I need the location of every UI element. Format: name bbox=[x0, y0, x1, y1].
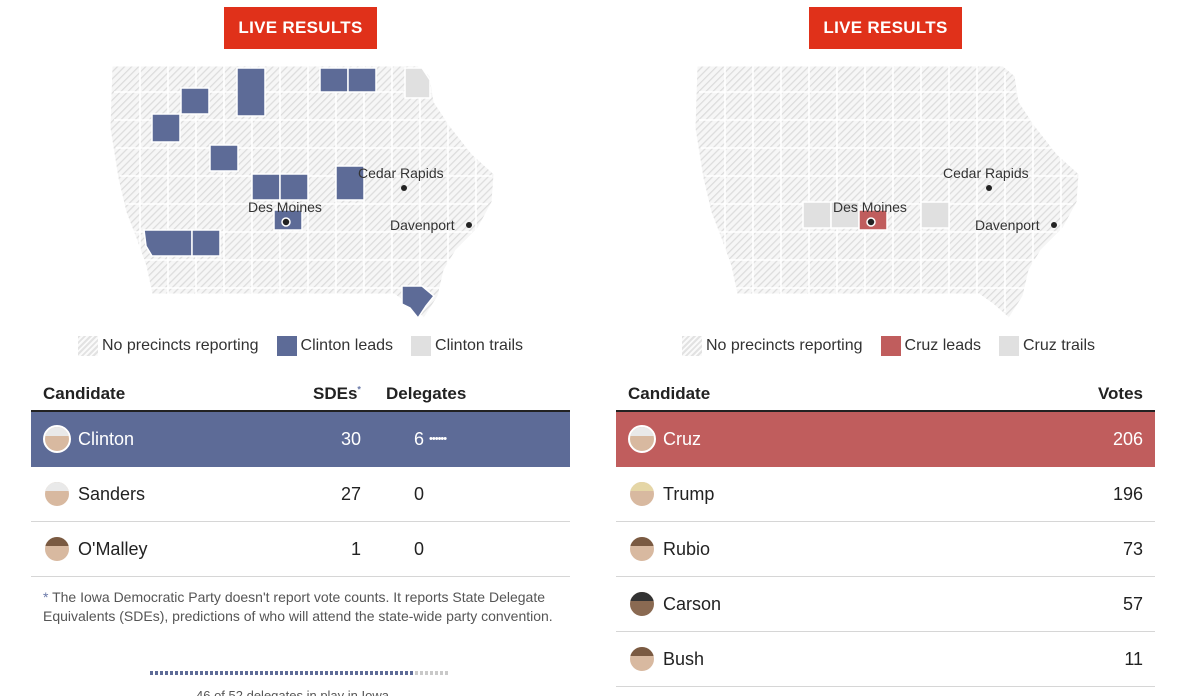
iowa-county-map-republicans[interactable]: Cedar Rapids Des Moines Davenport bbox=[685, 62, 1085, 324]
legend-label: Cruz trails bbox=[1023, 337, 1096, 354]
table-row[interactable]: Rubio 73 bbox=[616, 522, 1155, 577]
candidate-name: Carson bbox=[663, 594, 722, 614]
omalley-avatar bbox=[43, 535, 71, 563]
sdes-value: 30 bbox=[340, 429, 361, 449]
des-moines-label: Des Moines bbox=[833, 199, 907, 215]
candidate-name: Clinton bbox=[78, 429, 135, 449]
table-row[interactable]: Trump 196 bbox=[616, 467, 1155, 522]
candidate-name: O'Malley bbox=[78, 539, 148, 559]
votes-value: 206 bbox=[1112, 429, 1143, 449]
votes-column-header[interactable]: Votes bbox=[1097, 384, 1143, 403]
trails-swatch bbox=[999, 336, 1019, 356]
legend-clinton-trails: Clinton trails bbox=[411, 336, 523, 356]
table-row[interactable]: Clinton 30 6 •••••• bbox=[31, 412, 570, 467]
davenport-label: Davenport bbox=[975, 217, 1040, 233]
bush-avatar bbox=[628, 645, 656, 673]
table-header: Candidate Votes bbox=[616, 378, 1155, 412]
candidate-name: Sanders bbox=[78, 484, 146, 504]
cedar-rapids-marker bbox=[986, 185, 992, 191]
legend-no-precincts: No precincts reporting bbox=[682, 336, 863, 356]
table-row[interactable]: Carson 57 bbox=[616, 577, 1155, 632]
des-moines-marker bbox=[866, 217, 876, 227]
legend-label: No precincts reporting bbox=[102, 337, 259, 354]
candidate-name: Rubio bbox=[663, 539, 711, 559]
sdes-value: 27 bbox=[340, 484, 361, 504]
delegate-progress-label: 46 of 52 delegates in play in Iowa bbox=[196, 688, 389, 696]
trump-avatar bbox=[628, 480, 656, 508]
votes-value: 57 bbox=[1122, 594, 1143, 614]
legend-label: Clinton trails bbox=[435, 337, 524, 354]
legend-label: Clinton leads bbox=[300, 337, 394, 354]
candidate-name: Trump bbox=[663, 484, 715, 504]
table-row[interactable]: O'Malley 1 0 bbox=[31, 522, 570, 577]
sde-footnote: * The Iowa Democratic Party doesn't repo… bbox=[43, 588, 563, 626]
sdes-column-header[interactable]: SDEs* bbox=[313, 384, 361, 404]
davenport-marker bbox=[1051, 222, 1057, 228]
carson-avatar bbox=[628, 590, 656, 618]
delegates-value: 0 bbox=[414, 539, 425, 559]
delegates-value: 0 bbox=[414, 484, 425, 504]
cruz-avatar bbox=[628, 425, 656, 453]
footnote-mark: * bbox=[43, 589, 49, 605]
candidate-column-header[interactable]: Candidate bbox=[628, 384, 711, 403]
sdes-header-label: SDEs bbox=[313, 384, 358, 403]
legend-no-precincts: No precincts reporting bbox=[78, 336, 259, 356]
sdes-footnote-mark: * bbox=[357, 384, 361, 395]
cedar-rapids-marker bbox=[401, 185, 407, 191]
iowa-county-map-democrats[interactable]: Cedar Rapids Des Moines Davenport bbox=[100, 62, 500, 324]
live-results-badge: LIVE RESULTS bbox=[224, 7, 377, 49]
des-moines-label: Des Moines bbox=[248, 199, 322, 215]
legend-cruz-leads: Cruz leads bbox=[880, 336, 981, 356]
delegates-count: 6 bbox=[414, 429, 425, 449]
delegate-dots: •••••• bbox=[429, 433, 447, 445]
cruz-trails-counties bbox=[802, 201, 950, 229]
davenport-marker bbox=[466, 222, 472, 228]
hatch-swatch bbox=[78, 336, 98, 356]
trails-swatch bbox=[411, 336, 432, 356]
candidate-name: Bush bbox=[663, 649, 705, 669]
votes-value: 73 bbox=[1122, 539, 1143, 559]
legend-clinton-leads: Clinton leads bbox=[276, 336, 394, 356]
table-row[interactable]: Cruz 206 bbox=[616, 412, 1155, 467]
delegate-progress-dots bbox=[150, 671, 450, 675]
democratic-results-table: Candidate SDEs* Delegates Clinton 30 6 •… bbox=[31, 378, 570, 577]
votes-value: 196 bbox=[1112, 484, 1143, 504]
rubio-avatar bbox=[628, 535, 656, 563]
legend-cruz-trails: Cruz trails bbox=[999, 336, 1095, 356]
footnote-text: The Iowa Democratic Party doesn't report… bbox=[43, 589, 553, 624]
cedar-rapids-label: Cedar Rapids bbox=[943, 165, 1029, 181]
sdes-value: 1 bbox=[350, 539, 361, 559]
republican-results-table: Candidate Votes Cruz 206 Trump 196 Rubio… bbox=[616, 378, 1155, 687]
hatch-swatch bbox=[682, 336, 702, 356]
table-row[interactable]: Bush 11 bbox=[616, 632, 1155, 687]
candidate-column-header[interactable]: Candidate bbox=[43, 384, 126, 403]
sanders-avatar bbox=[43, 480, 71, 508]
clinton-avatar bbox=[43, 425, 71, 453]
democratic-results-panel: LIVE RESULTS Cedar Rapids Des M bbox=[0, 0, 585, 696]
map-legend: No precincts reporting Cruz leads Cruz t… bbox=[682, 336, 1113, 356]
republican-results-panel: LIVE RESULTS Cedar Rapids Des Moines Dav… bbox=[585, 0, 1200, 696]
county-grid bbox=[699, 66, 1077, 312]
cruz-swatch bbox=[880, 336, 901, 356]
live-results-badge: LIVE RESULTS bbox=[809, 7, 962, 49]
map-legend: No precincts reporting Clinton leads Cli… bbox=[78, 336, 541, 356]
clinton-lead-counties bbox=[143, 67, 436, 320]
cedar-rapids-label: Cedar Rapids bbox=[358, 165, 444, 181]
iowa-state-outline bbox=[694, 65, 1080, 319]
delegates-value: 6 •••••• bbox=[414, 429, 447, 450]
candidate-name: Cruz bbox=[663, 429, 702, 449]
table-header: Candidate SDEs* Delegates bbox=[31, 378, 570, 412]
table-row[interactable]: Sanders 27 0 bbox=[31, 467, 570, 522]
legend-label: No precincts reporting bbox=[706, 337, 863, 354]
votes-value: 11 bbox=[1124, 649, 1143, 669]
des-moines-marker bbox=[281, 217, 291, 227]
legend-label: Cruz leads bbox=[904, 337, 981, 354]
clinton-swatch bbox=[276, 336, 297, 356]
delegates-column-header[interactable]: Delegates bbox=[386, 384, 467, 403]
clinton-trails-counties bbox=[404, 67, 431, 99]
remaining-delegates bbox=[415, 671, 450, 675]
davenport-label: Davenport bbox=[390, 217, 455, 233]
